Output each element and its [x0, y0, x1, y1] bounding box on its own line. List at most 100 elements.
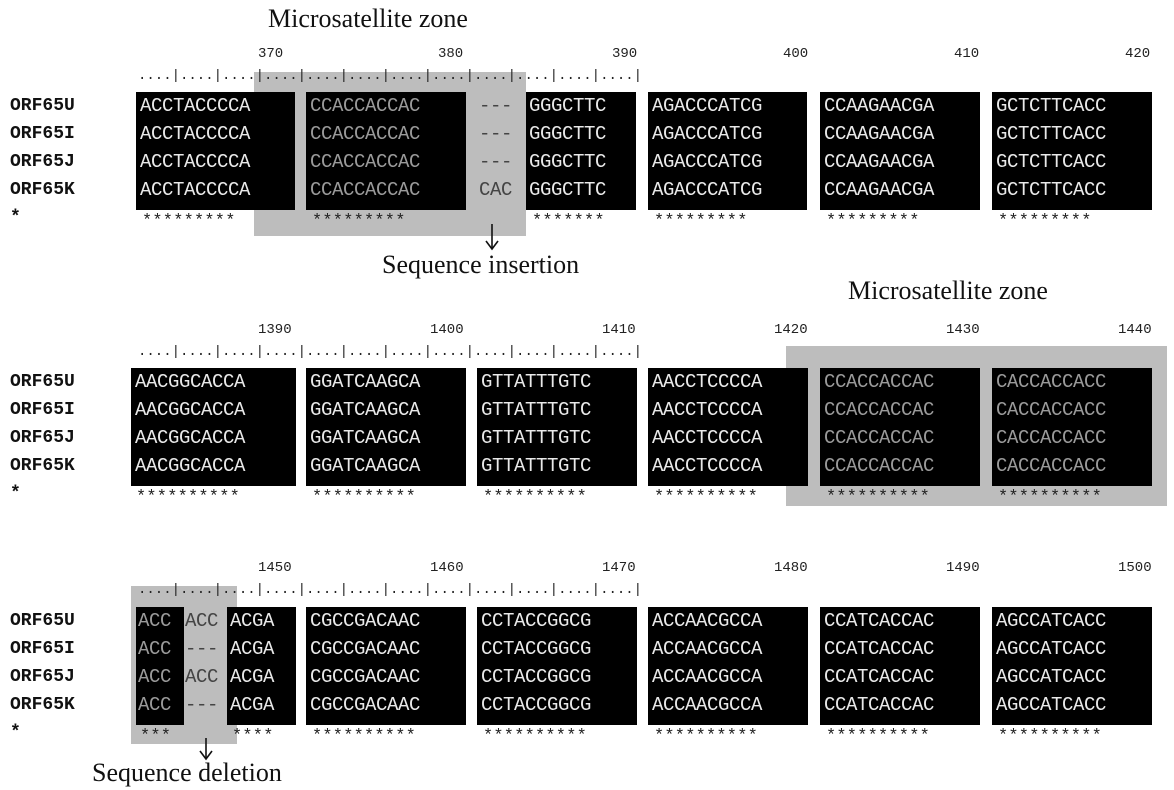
sequence-segment: ACGA [230, 610, 275, 632]
sequence-segment: CACCACCACC [996, 371, 1107, 393]
conservation-stars: ********** [826, 727, 931, 746]
sequence-segment: AGACCCATCG [652, 179, 763, 201]
consensus-marker: * [10, 484, 21, 504]
ruler-number: 370 [258, 46, 284, 62]
ruler-ticks: ....|....|....|....|....|....|....|....|… [138, 68, 643, 84]
sequence-segment: CCATCACCAC [824, 694, 935, 716]
sequence-segment: GGGCTTC [529, 95, 607, 117]
sequence-segment: ACCAACGCCA [652, 610, 763, 632]
sequence-segment: AACGGCACCA [135, 427, 246, 449]
alignment-block [820, 368, 980, 486]
repeat-segment: ACC [185, 610, 219, 632]
sequence-segment: GTTATTTGTC [481, 455, 592, 477]
sequence-segment: CCTACCGGCG [481, 610, 592, 632]
sequence-segment: CCACCACCAC [824, 371, 935, 393]
sequence-segment: CGCCGACAAC [310, 638, 421, 660]
down-arrow-icon [199, 738, 213, 761]
sequence-segment: AACCTCCCCA [652, 455, 763, 477]
sequence-segment: ACCTACCCCA [140, 151, 251, 173]
conservation-stars: ********* [142, 212, 236, 231]
sequence-segment: GGATCAAGCA [310, 455, 421, 477]
sequence-segment: ACGA [230, 694, 275, 716]
conservation-stars: **** [232, 727, 274, 746]
gap-segment: --- [185, 638, 219, 660]
sequence-segment: GTTATTTGTC [481, 399, 592, 421]
gap-segment: --- [479, 95, 513, 117]
sequence-segment: CACCACCACC [996, 455, 1107, 477]
sequence-segment: ACCAACGCCA [652, 638, 763, 660]
sequence-segment: AACGGCACCA [135, 455, 246, 477]
sequence-segment: GTTATTTGTC [481, 371, 592, 393]
sequence-segment: ACC [138, 694, 172, 716]
alignment-block [306, 92, 466, 210]
sequence-name: ORF65K [10, 456, 75, 476]
sequence-segment: AACCTCCCCA [652, 399, 763, 421]
alignment-block [648, 368, 808, 486]
alignment-block [992, 607, 1152, 725]
sequence-segment: CGCCGACAAC [310, 666, 421, 688]
sequence-segment: CGCCGACAAC [310, 610, 421, 632]
sequence-segment: ACCTACCCCA [140, 95, 251, 117]
conservation-stars: ********** [654, 488, 759, 507]
conservation-stars: ********* [312, 212, 406, 231]
sequence-segment: GGATCAAGCA [310, 427, 421, 449]
sequence-segment: CCACCACCAC [310, 151, 421, 173]
sequence-segment: CCATCACCAC [824, 666, 935, 688]
sequence-segment: ACCAACGCCA [652, 694, 763, 716]
ruler-number: 400 [783, 46, 809, 62]
microsatellite-zone-label-2: Microsatellite zone [848, 276, 1048, 305]
sequence-segment: CGCCGACAAC [310, 694, 421, 716]
ruler-number: 390 [612, 46, 638, 62]
sequence-segment: AACGGCACCA [135, 371, 246, 393]
ruler-number: 1440 [1118, 322, 1152, 338]
sequence-name: ORF65U [10, 96, 75, 116]
sequence-segment: CCAAGAACGA [824, 151, 935, 173]
sequence-segment: CCTACCGGCG [481, 638, 592, 660]
sequence-segment: ACCTACCCCA [140, 123, 251, 145]
sequence-name: ORF65K [10, 695, 75, 715]
sequence-name: ORF65J [10, 667, 75, 687]
sequence-segment: AGCCATCACC [996, 610, 1107, 632]
conservation-stars: ********** [483, 488, 588, 507]
conservation-stars: ********** [136, 488, 241, 507]
alignment-block [227, 607, 296, 725]
conservation-stars: ********** [654, 727, 759, 746]
sequence-name: ORF65K [10, 180, 75, 200]
sequence-segment: CCACCACCAC [310, 179, 421, 201]
alignment-block [136, 92, 295, 210]
alignment-block [306, 607, 466, 725]
sequence-segment: GGGCTTC [529, 179, 607, 201]
sequence-segment: CCAAGAACGA [824, 95, 935, 117]
sequence-segment: AGCCATCACC [996, 666, 1107, 688]
ruler-number: 380 [438, 46, 464, 62]
microsatellite-zone-label-1: Microsatellite zone [268, 4, 468, 33]
sequence-segment: CCACCACCAC [310, 95, 421, 117]
sequence-name: ORF65J [10, 428, 75, 448]
ruler-number: 1430 [946, 322, 980, 338]
sequence-name: ORF65J [10, 152, 75, 172]
repeat-segment: ACC [185, 666, 219, 688]
alignment-block [131, 368, 296, 486]
sequence-segment: ACC [138, 666, 172, 688]
down-arrow-icon [485, 224, 499, 251]
conservation-stars: ********** [483, 727, 588, 746]
sequence-segment: ACCTACCCCA [140, 179, 251, 201]
ruler-number: 1500 [1118, 560, 1152, 576]
sequence-segment: ACGA [230, 638, 275, 660]
sequence-segment: ACGA [230, 666, 275, 688]
ruler-number: 420 [1125, 46, 1151, 62]
sequence-segment: AACGGCACCA [135, 399, 246, 421]
ruler-number: 1470 [602, 560, 636, 576]
sequence-segment: GGATCAAGCA [310, 371, 421, 393]
sequence-segment: CCACCACCAC [824, 455, 935, 477]
sequence-segment: GCTCTTCACC [996, 179, 1107, 201]
sequence-segment: CCTACCGGCG [481, 694, 592, 716]
conservation-stars: *** [140, 727, 172, 746]
ruler-number: 1410 [602, 322, 636, 338]
sequence-segment: CACCACCACC [996, 399, 1107, 421]
sequence-segment: GTTATTTGTC [481, 427, 592, 449]
sequence-segment: CCAAGAACGA [824, 179, 935, 201]
ruler-number: 410 [954, 46, 980, 62]
sequence-segment: CCTACCGGCG [481, 666, 592, 688]
gap-segment: --- [479, 123, 513, 145]
